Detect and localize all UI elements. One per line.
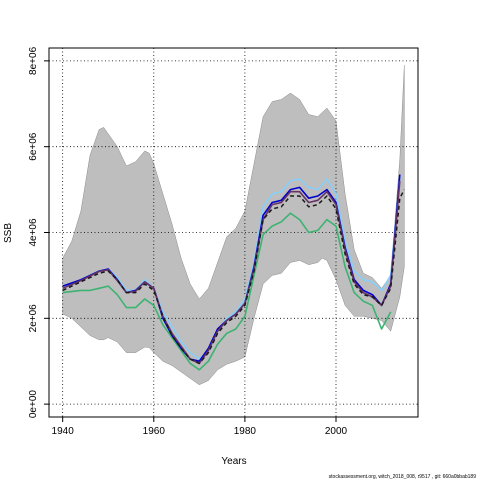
x-tick-label: 2000	[325, 426, 348, 437]
confidence-band-layer	[62, 65, 405, 386]
x-tick-label: 1940	[52, 426, 75, 437]
footer-credit: stockassessment.org, witch_2018_008, r95…	[328, 474, 476, 480]
y-tick-label: 6e+06	[28, 132, 39, 161]
y-axis: 0e+00 2e+06 4e+06 6e+06 8e+06	[28, 46, 50, 419]
x-axis: 1940 1960 1980 2000	[52, 416, 348, 437]
confidence-band	[62, 65, 405, 386]
x-tick-label: 1980	[234, 426, 257, 437]
x-tick-label: 1960	[143, 426, 166, 437]
x-axis-label: Years	[221, 456, 246, 467]
series-line-5	[62, 189, 405, 365]
series-layer	[62, 174, 405, 371]
y-tick-label: 2e+06	[28, 304, 39, 333]
y-tick-label: 0e+00	[28, 390, 39, 419]
y-axis-label: SSB	[3, 223, 14, 243]
series-line-2	[62, 212, 392, 371]
y-tick-label: 4e+06	[28, 218, 39, 247]
series-line-4	[62, 180, 401, 365]
y-tick-label: 8e+06	[28, 46, 39, 75]
